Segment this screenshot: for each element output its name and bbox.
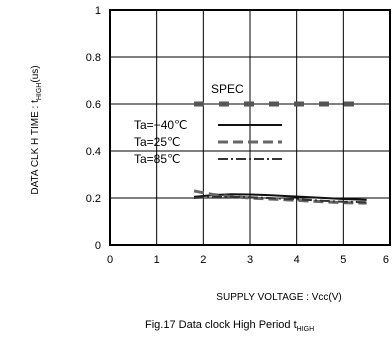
legend-label-1: Ta=25℃ xyxy=(134,135,181,149)
y-tick-label: 0.4 xyxy=(86,146,101,158)
y-axis-label-part: DATA CLK H TIME : t xyxy=(30,100,41,195)
x-tick-label: 2 xyxy=(200,254,206,266)
x-tick-label: 1 xyxy=(154,254,160,266)
legend-label-0: Ta=−40℃ xyxy=(134,118,188,132)
series-line-0 xyxy=(193,193,367,201)
y-tick-label: 1 xyxy=(95,5,101,17)
y-tick-label: 0.8 xyxy=(86,52,101,64)
x-tick-label: 4 xyxy=(294,254,300,266)
series-line-2 xyxy=(193,195,367,204)
legend-label-2: Ta=85℃ xyxy=(134,152,181,166)
figure-caption: Fig.17 Data clock High Period tHIGH xyxy=(145,319,314,333)
figure-caption-text: Fig.17 Data clock High Period t xyxy=(145,319,297,331)
x-tick-label: 5 xyxy=(340,254,346,266)
y-axis-label-part: (us) xyxy=(30,65,41,82)
plot-frame xyxy=(109,9,391,246)
x-tick-label: 0 xyxy=(107,254,113,266)
x-axis-label: SUPPLY VOLTAGE : Vcc(V) xyxy=(216,292,341,303)
spec-label: SPEC xyxy=(211,82,244,96)
x-tick-label: 6 xyxy=(383,254,389,266)
y-tick-label: 0.6 xyxy=(86,99,101,111)
y-axis-label: DATA CLK H TIME : tHIGH(us) xyxy=(30,65,43,194)
y-tick-label: 0.2 xyxy=(86,193,101,205)
figure-caption-subscript: HIGH xyxy=(297,326,315,333)
x-tick-label: 3 xyxy=(247,254,253,266)
y-tick-label: 0 xyxy=(95,240,101,252)
y-axis-label-part: HIGH xyxy=(36,83,43,101)
